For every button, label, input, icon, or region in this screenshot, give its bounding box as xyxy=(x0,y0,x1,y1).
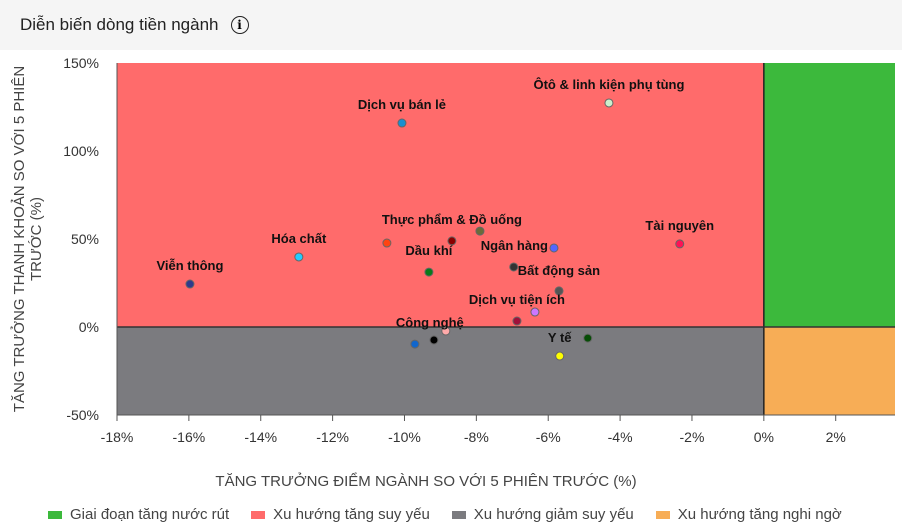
x-tick-label: 0% xyxy=(754,429,774,445)
x-tick-label: -8% xyxy=(464,429,489,445)
x-tick-label: -12% xyxy=(316,429,349,445)
x-tick-label: -16% xyxy=(173,429,206,445)
legend-label: Giai đoạn tăng nước rút xyxy=(70,506,230,523)
point-label: Dịch vụ bán lẻ xyxy=(358,97,446,112)
point-label: Tài nguyên xyxy=(645,218,714,233)
data-point xyxy=(475,226,485,236)
data-point xyxy=(447,236,457,246)
scatter-chart: -18% -16% -14% -12% -10% -8% -6% -4% -2% 0% 2% 150%… xyxy=(10,55,895,490)
point-label: Ngân hàng xyxy=(481,238,548,253)
data-point xyxy=(424,267,434,277)
data-point xyxy=(554,286,564,296)
point-label: Viễn thông xyxy=(156,258,223,273)
quadrant-top-left xyxy=(117,63,764,327)
data-point xyxy=(530,307,540,317)
legend-item[interactable]: Xu hướng giảm suy yếu xyxy=(451,506,634,523)
legend-item[interactable]: Xu hướng tăng suy yếu xyxy=(251,506,430,523)
data-point xyxy=(429,335,439,345)
legend-label: Xu hướng giảm suy yếu xyxy=(473,506,634,523)
x-tick-label: -6% xyxy=(536,429,561,445)
legend-swatch xyxy=(655,510,670,519)
point-label: Ôtô & linh kiện phụ tùng xyxy=(533,77,684,92)
y-tick-label: 150% xyxy=(63,55,99,71)
info-icon[interactable]: i xyxy=(230,16,249,34)
quadrant-bottom-right xyxy=(763,327,895,415)
point-label: Công nghệ xyxy=(396,315,464,330)
data-point xyxy=(294,252,304,262)
y-axis-label: TĂNG TRƯỞNG THANH KHOẢN SO VỚI 5 PHIÊN xyxy=(10,66,28,412)
data-point xyxy=(441,326,451,336)
chart-header: Diễn biến dòng tiền ngành i xyxy=(0,0,902,50)
data-point xyxy=(555,351,565,361)
y-tick-label: -50% xyxy=(66,407,99,423)
y-tick-label: 50% xyxy=(71,231,99,247)
y-tick-label: 100% xyxy=(63,143,99,159)
x-tick-label: 2% xyxy=(826,429,846,445)
data-point xyxy=(382,238,392,248)
point-label: Y tế xyxy=(548,330,572,345)
data-point xyxy=(410,339,420,349)
y-tick-label: 0% xyxy=(79,319,99,335)
legend-swatch xyxy=(251,510,266,519)
legend-label: Xu hướng tăng suy yếu xyxy=(273,506,430,523)
x-tick-label: -2% xyxy=(680,429,705,445)
data-point xyxy=(675,239,685,249)
legend-swatch xyxy=(48,510,62,519)
chart-title: Diễn biến dòng tiền ngành xyxy=(20,15,219,34)
point-label: Hóa chất xyxy=(271,231,327,246)
quadrant-bottom-left xyxy=(117,327,764,415)
point-label: Dịch vụ tiện ích xyxy=(469,292,565,307)
x-tick-label: -10% xyxy=(388,429,421,445)
data-point xyxy=(509,262,519,272)
quadrant-top-right xyxy=(763,63,895,327)
legend-label: Xu hướng tăng nghi ngờ xyxy=(677,506,842,523)
data-point xyxy=(397,118,407,128)
x-tick-label: -4% xyxy=(608,429,633,445)
y-axis-label: TRƯỚC (%) xyxy=(28,197,45,281)
data-point xyxy=(185,279,195,289)
data-point xyxy=(604,98,614,108)
data-point xyxy=(583,333,593,343)
data-point xyxy=(512,316,522,326)
data-point xyxy=(549,243,559,253)
point-label: Bất động sản xyxy=(518,263,600,278)
legend-item[interactable]: Giai đoạn tăng nước rút xyxy=(48,506,229,523)
point-label: Dầu khí xyxy=(405,243,452,258)
legend-item[interactable]: Xu hướng tăng nghi ngờ xyxy=(655,506,842,523)
x-tick-label: -18% xyxy=(101,429,134,445)
x-tick-label: -14% xyxy=(244,429,277,445)
legend-swatch xyxy=(451,510,466,519)
point-label: Thực phẩm & Đồ uống xyxy=(382,212,522,227)
x-axis-label: TĂNG TRƯỞNG ĐIỂM NGÀNH SO VỚI 5 PHIÊN TR… xyxy=(215,472,636,490)
legend: Giai đoạn tăng nước rút Xu hướng tăng suy… xyxy=(48,506,842,523)
